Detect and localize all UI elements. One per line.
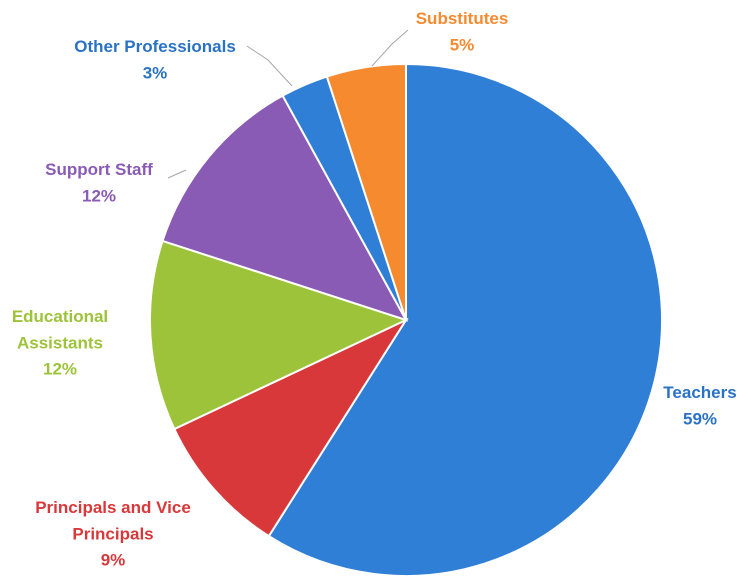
leader-line-substitutes xyxy=(371,29,409,67)
slice-value-label: 12% xyxy=(43,360,77,379)
slice-name-label: Substitutes xyxy=(416,9,509,28)
slice-name-label: Other Professionals xyxy=(74,37,236,56)
slice-value-label: 5% xyxy=(450,35,475,54)
slice-name-label: Support Staff xyxy=(45,160,153,179)
slice-name-label: Principals and Vice xyxy=(35,498,191,517)
slice-labels: Teachers 59%Principals and Vice Principals… xyxy=(12,9,737,570)
slice-name-label: Educational xyxy=(12,307,108,326)
slice-label-substitutes: Substitutes 5% xyxy=(416,9,509,54)
leader-line-other-professionals xyxy=(246,45,293,87)
slice-value-label: 9% xyxy=(101,551,126,570)
slice-value-label: 59% xyxy=(683,409,717,428)
pie-slice-support-staff xyxy=(161,94,409,322)
slice-label-other-professionals: Other Professionals 3% xyxy=(74,37,236,82)
pie-slice-principals-and-vice-principals xyxy=(173,317,409,538)
pie-slices xyxy=(149,62,663,577)
slice-value-label: 3% xyxy=(143,63,168,82)
leader-line-support-staff xyxy=(167,169,187,179)
slice-label-principals-and-vice-principals: Principals and Vice Principals 9% xyxy=(35,498,191,570)
slice-name-label: Principals xyxy=(72,524,153,543)
slice-label-teachers: Teachers 59% xyxy=(663,383,736,428)
leader-lines xyxy=(167,29,409,179)
pie-slice-teachers xyxy=(267,62,663,577)
slice-name-label: Teachers xyxy=(663,383,736,402)
slice-value-label: 12% xyxy=(82,186,116,205)
slice-name-label: Assistants xyxy=(17,333,103,352)
slice-label-educational-assistants: Educational Assistants 12% xyxy=(12,307,108,379)
pie-slice-substitutes xyxy=(325,62,407,321)
pie-slice-educational-assistants xyxy=(149,239,409,431)
slice-label-support-staff: Support Staff 12% xyxy=(45,160,153,205)
